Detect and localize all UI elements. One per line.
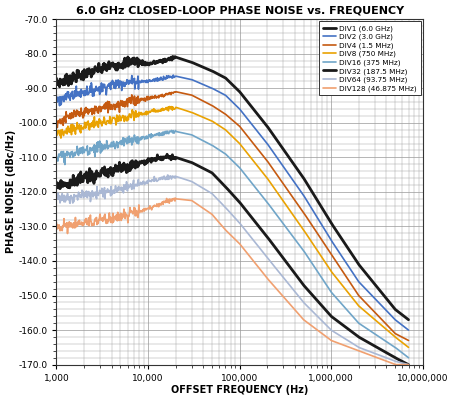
DIV16 (375 MHz) — [321, 279, 326, 284]
DIV2 (3.0 GHz) — [278, 161, 284, 166]
DIV2 (3.0 GHz) — [171, 73, 176, 77]
DIV4 (1.5 MHz) — [406, 338, 411, 343]
DIV32 (187.5 MHz) — [406, 362, 411, 367]
DIV32 (187.5 MHz) — [268, 239, 273, 244]
DIV8 (750 MHz) — [321, 258, 326, 263]
DIV8 (750 MHz) — [54, 130, 59, 135]
Line: DIV64 (93.75 MHz): DIV64 (93.75 MHz) — [56, 175, 409, 365]
DIV16 (375 MHz) — [357, 322, 363, 326]
DIV128 (46.875 MHz) — [259, 269, 264, 273]
DIV64 (93.75 MHz) — [259, 248, 264, 253]
DIV128 (46.875 MHz) — [173, 196, 178, 200]
Line: DIV32 (187.5 MHz): DIV32 (187.5 MHz) — [56, 154, 409, 365]
DIV4 (1.5 MHz) — [357, 294, 363, 299]
DIV32 (187.5 MHz) — [259, 227, 264, 232]
DIV128 (46.875 MHz) — [75, 219, 81, 224]
DIV64 (93.75 MHz) — [165, 173, 170, 178]
Line: DIV1 (6.0 GHz): DIV1 (6.0 GHz) — [56, 57, 409, 320]
DIV1 (6.0 GHz) — [278, 144, 284, 149]
DIV4 (1.5 MHz) — [173, 89, 178, 94]
DIV32 (187.5 MHz) — [357, 335, 363, 340]
DIV8 (750 MHz) — [268, 180, 273, 185]
DIV64 (93.75 MHz) — [406, 362, 411, 367]
DIV4 (1.5 MHz) — [54, 118, 59, 123]
DIV8 (750 MHz) — [406, 345, 411, 350]
DIV64 (93.75 MHz) — [268, 259, 273, 264]
DIV128 (46.875 MHz) — [268, 280, 273, 285]
Line: DIV8 (750 MHz): DIV8 (750 MHz) — [56, 107, 409, 347]
DIV64 (93.75 MHz) — [321, 320, 326, 325]
DIV2 (3.0 GHz) — [259, 134, 264, 139]
DIV128 (46.875 MHz) — [321, 332, 326, 337]
DIV8 (750 MHz) — [167, 104, 173, 109]
DIV32 (187.5 MHz) — [321, 306, 326, 310]
DIV1 (6.0 GHz) — [75, 75, 81, 80]
DIV4 (1.5 MHz) — [259, 151, 264, 156]
DIV1 (6.0 GHz) — [268, 129, 273, 134]
DIV2 (3.0 GHz) — [406, 328, 411, 332]
DIV4 (1.5 MHz) — [321, 241, 326, 245]
X-axis label: OFFSET FREQUENCY (Hz): OFFSET FREQUENCY (Hz) — [171, 385, 308, 395]
DIV16 (375 MHz) — [54, 157, 59, 162]
DIV64 (93.75 MHz) — [54, 195, 59, 200]
DIV32 (187.5 MHz) — [75, 180, 81, 185]
DIV4 (1.5 MHz) — [278, 178, 284, 183]
DIV32 (187.5 MHz) — [54, 180, 59, 184]
DIV32 (187.5 MHz) — [164, 152, 170, 157]
Title: 6.0 GHz CLOSED-LOOP PHASE NOISE vs. FREQUENCY: 6.0 GHz CLOSED-LOOP PHASE NOISE vs. FREQ… — [75, 6, 404, 16]
DIV16 (375 MHz) — [75, 149, 81, 154]
DIV64 (93.75 MHz) — [75, 193, 81, 198]
DIV2 (3.0 GHz) — [75, 89, 81, 94]
DIV16 (375 MHz) — [268, 205, 273, 209]
DIV16 (375 MHz) — [406, 355, 411, 360]
DIV8 (750 MHz) — [278, 196, 284, 200]
Y-axis label: PHASE NOISE (dBc/Hz): PHASE NOISE (dBc/Hz) — [5, 130, 15, 253]
Legend: DIV1 (6.0 GHz), DIV2 (3.0 GHz), DIV4 (1.5 MHz), DIV8 (750 MHz), DIV16 (375 MHz),: DIV1 (6.0 GHz), DIV2 (3.0 GHz), DIV4 (1.… — [319, 21, 420, 95]
DIV2 (3.0 GHz) — [268, 146, 273, 151]
DIV2 (3.0 GHz) — [321, 226, 326, 231]
DIV16 (375 MHz) — [169, 128, 174, 133]
DIV128 (46.875 MHz) — [54, 220, 59, 225]
DIV8 (750 MHz) — [357, 305, 363, 310]
DIV4 (1.5 MHz) — [268, 163, 273, 168]
DIV1 (6.0 GHz) — [406, 317, 411, 322]
DIV128 (46.875 MHz) — [357, 349, 363, 354]
DIV1 (6.0 GHz) — [357, 264, 363, 269]
DIV1 (6.0 GHz) — [170, 54, 176, 59]
Line: DIV128 (46.875 MHz): DIV128 (46.875 MHz) — [56, 198, 409, 365]
DIV64 (93.75 MHz) — [278, 272, 284, 277]
Line: DIV2 (3.0 GHz): DIV2 (3.0 GHz) — [56, 75, 409, 330]
DIV1 (6.0 GHz) — [54, 76, 59, 81]
DIV4 (1.5 MHz) — [75, 109, 81, 113]
DIV16 (375 MHz) — [278, 219, 284, 223]
DIV1 (6.0 GHz) — [321, 209, 326, 214]
DIV128 (46.875 MHz) — [278, 292, 284, 297]
DIV128 (46.875 MHz) — [393, 362, 398, 367]
DIV1 (6.0 GHz) — [259, 117, 264, 122]
Line: DIV4 (1.5 MHz): DIV4 (1.5 MHz) — [56, 92, 409, 340]
DIV32 (187.5 MHz) — [278, 253, 284, 258]
DIV64 (93.75 MHz) — [357, 346, 363, 350]
Line: DIV16 (375 MHz): DIV16 (375 MHz) — [56, 130, 409, 358]
DIV2 (3.0 GHz) — [54, 94, 59, 99]
DIV16 (375 MHz) — [259, 192, 264, 197]
DIV8 (750 MHz) — [259, 168, 264, 173]
DIV8 (750 MHz) — [75, 127, 81, 132]
DIV2 (3.0 GHz) — [357, 281, 363, 286]
DIV128 (46.875 MHz) — [406, 362, 411, 367]
